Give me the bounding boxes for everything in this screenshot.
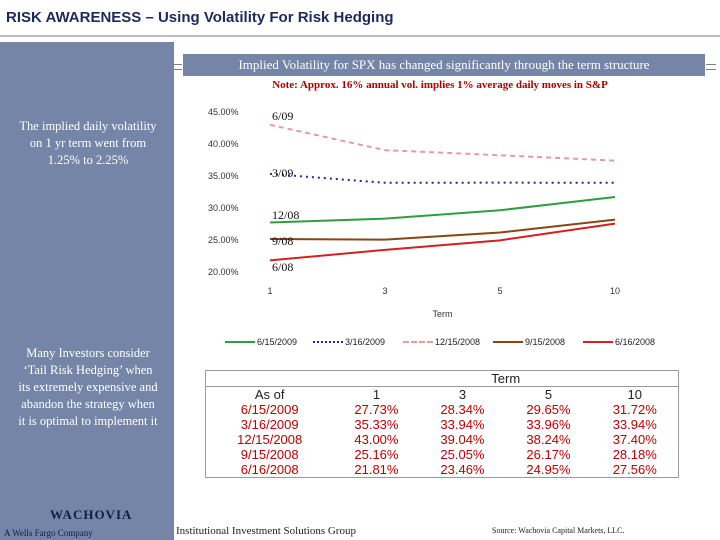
x-tick-label: 3: [382, 286, 387, 296]
column-header: 10: [627, 387, 642, 402]
volatility-note: Note: Approx. 16% annual vol. implies 1%…: [272, 79, 608, 91]
y-tick-label: 25.00%: [208, 235, 239, 245]
row-date: 12/15/2008: [237, 432, 303, 447]
sidebar-note-bottom: Many Investors consider ‘Tail Risk Hedgi…: [18, 346, 158, 428]
legend-swatch: [583, 341, 613, 343]
series-line: [269, 218, 616, 241]
cell-value: 31.72%: [612, 402, 657, 417]
term-table: Term As of 1 3 5 10 6/15/2009 27.73% 28.…: [205, 370, 679, 478]
y-tick-label: 20.00%: [208, 267, 239, 277]
legend-label: 6/16/2008: [615, 337, 656, 347]
chart-legend: 6/15/2009 3/16/2009 12/15/2008 9/15/2008 6/1…: [225, 337, 685, 351]
table-row: 6/15/2009 27.73% 28.34% 29.65% 31.72%: [206, 402, 679, 417]
cell-value: 24.95%: [526, 462, 571, 477]
cell-value: 33.94%: [440, 417, 485, 432]
row-date: 3/16/2009: [240, 417, 299, 432]
cell-value: 39.04%: [440, 432, 485, 447]
legend-item: 9/15/2008: [493, 337, 565, 347]
legend-label: 3/16/2009: [345, 337, 386, 347]
cell-value: 28.34%: [440, 402, 485, 417]
legend-label: 9/15/2008: [525, 337, 566, 347]
series-tag: 6/08: [272, 260, 293, 274]
legend-swatch: [313, 341, 343, 343]
chart-banner: Implied Volatility for SPX has changed s…: [183, 54, 705, 76]
cell-value: 27.56%: [612, 462, 657, 477]
page-title: RISK AWARENESS – Using Volatility For Ri…: [6, 9, 394, 26]
table-row: 6/16/2008 21.81% 23.46% 24.95% 27.56%: [206, 462, 679, 478]
cell-value: 33.96%: [526, 417, 571, 432]
series-line: [269, 123, 616, 162]
cell-value: 21.81%: [354, 462, 399, 477]
sidebar-note-top: The implied daily volatility on 1 yr ter…: [19, 119, 157, 167]
series-line: [269, 222, 616, 262]
y-tick-label: 40.00%: [208, 139, 239, 149]
title-divider: [0, 35, 720, 37]
series-tag: 12/08: [272, 208, 299, 222]
cell-value: 43.00%: [354, 432, 399, 447]
x-tick-label: 1: [267, 286, 272, 296]
legend-swatch: [493, 341, 523, 343]
cell-value: 35.33%: [354, 417, 399, 432]
column-header: 3: [458, 387, 467, 402]
cell-value: 25.16%: [354, 447, 399, 462]
cell-value: 33.94%: [612, 417, 657, 432]
row-date: 9/15/2008: [240, 447, 299, 462]
column-header: 5: [544, 387, 553, 402]
series-tag: 3/09: [272, 166, 293, 180]
x-tick-label: 10: [610, 286, 620, 296]
x-tick-label: 5: [497, 286, 502, 296]
sidebar-panel: The implied daily volatility on 1 yr ter…: [0, 42, 174, 540]
table-row: 12/15/2008 43.00% 39.04% 38.24% 37.40%: [206, 432, 679, 447]
series-tag: 6/09: [272, 109, 293, 123]
banner-rule-right: [706, 64, 716, 70]
legend-item: 6/16/2008: [583, 337, 655, 347]
x-axis: 1 3 5 10 Term: [267, 286, 620, 319]
volatility-chart: 20.00% 25.00% 30.00% 35.00% 40.00% 45.00% 1 3 5…: [208, 107, 620, 319]
cell-value: 38.24%: [526, 432, 571, 447]
cell-value: 27.73%: [354, 402, 399, 417]
footer-group-name: Institutional Investment Solutions Group: [176, 525, 356, 537]
x-axis-title: Term: [433, 309, 453, 319]
series-tag: 9/08: [272, 234, 293, 248]
cell-value: 23.46%: [440, 462, 485, 477]
term-header: Term: [333, 370, 679, 387]
table-row: 9/15/2008 25.16% 25.05% 26.17% 28.18%: [206, 447, 679, 462]
cell-value: 26.17%: [526, 447, 571, 462]
legend-item: 3/16/2009: [313, 337, 385, 347]
footer-source: Source: Wachovia Capital Markets, LLC.: [492, 526, 625, 535]
legend-item: 6/15/2009: [225, 337, 297, 347]
y-axis: 20.00% 25.00% 30.00% 35.00% 40.00% 45.00%: [208, 107, 239, 277]
cell-value: 28.18%: [612, 447, 657, 462]
y-tick-label: 45.00%: [208, 107, 239, 117]
series-line: [269, 172, 616, 184]
table-row: 3/16/2009 35.33% 33.94% 33.96% 33.94%: [206, 417, 679, 432]
series-line: [269, 195, 616, 224]
asof-header: As of: [254, 387, 285, 402]
legend-label: 6/15/2009: [257, 337, 298, 347]
legend-swatch: [403, 341, 433, 343]
table-corner: [205, 370, 334, 387]
series-lines: [269, 123, 616, 262]
column-header: 1: [372, 387, 381, 402]
banner-rule-left: [172, 64, 182, 70]
cell-value: 37.40%: [612, 432, 657, 447]
wachovia-logo: WACHOVIA: [50, 507, 133, 522]
cell-value: 29.65%: [526, 402, 571, 417]
row-date: 6/16/2008: [240, 462, 299, 477]
logo-subtitle: A Wells Fargo Company: [4, 528, 93, 538]
y-tick-label: 30.00%: [208, 203, 239, 213]
y-tick-label: 35.00%: [208, 171, 239, 181]
row-date: 6/15/2009: [240, 402, 299, 417]
legend-item: 12/15/2008: [403, 337, 480, 347]
cell-value: 25.05%: [440, 447, 485, 462]
legend-label: 12/15/2008: [435, 337, 481, 347]
series-tags: 6/09 3/09 12/08 9/08 6/08: [272, 109, 299, 274]
legend-swatch: [225, 341, 255, 343]
